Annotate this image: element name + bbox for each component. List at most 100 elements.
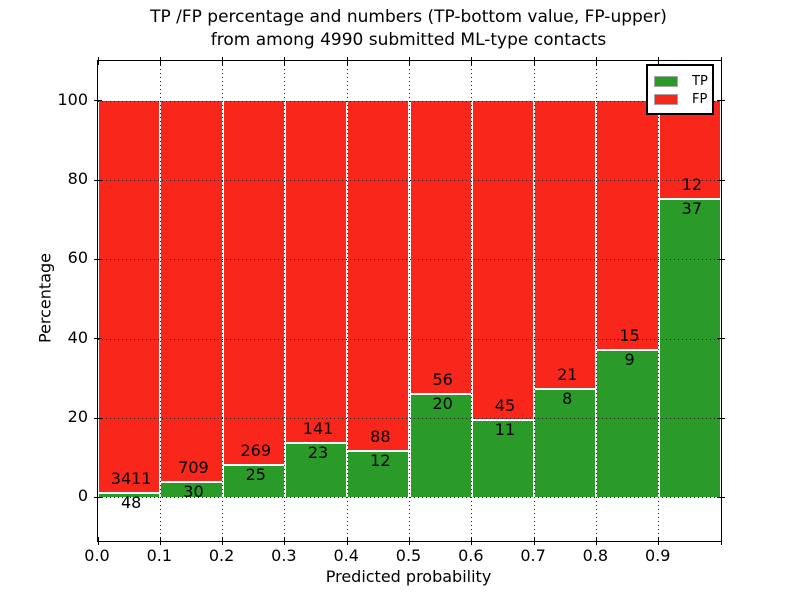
tick-mark (717, 417, 725, 419)
tick-mark (409, 537, 410, 545)
bar-tp-segment (658, 197, 721, 498)
x-tick-label: 0.6 (458, 546, 484, 565)
fp-count-label: 709 (178, 458, 209, 478)
y-tick-label: 40 (67, 327, 88, 347)
x-tick-label: 0.3 (271, 546, 297, 565)
bar-fp-segment (534, 100, 597, 388)
tick-mark (409, 57, 410, 65)
gridline-vertical (471, 61, 473, 541)
tick-mark (97, 537, 99, 545)
y-tick-label: 20 (67, 407, 88, 427)
tick-mark (159, 57, 161, 65)
x-tick-label: 0.4 (333, 546, 359, 565)
tick-mark (346, 57, 348, 65)
x-tick-label: 0.1 (146, 546, 173, 565)
bar-tp-segment (471, 419, 535, 498)
legend-label-tp: TP (692, 73, 708, 89)
y-tick-labels: 0 20 40 60 80 100 (0, 60, 88, 540)
tp-count-label: 12 (370, 450, 391, 470)
bar-fp-segment (98, 100, 161, 492)
bar-tp-segment (347, 449, 410, 498)
tick-mark (94, 338, 102, 340)
x-axis-label: Predicted probability (325, 567, 492, 586)
tick-mark (720, 57, 722, 65)
tp-count-label: 30 (183, 482, 204, 502)
tick-mark (222, 537, 224, 545)
bar-fp-segment (284, 100, 348, 442)
fp-count-label: 3411 (110, 468, 152, 488)
gridline-vertical (533, 61, 535, 541)
tick-mark (94, 417, 102, 419)
fp-count-label: 21 (557, 364, 578, 384)
chart-title-line2: from among 4990 submitted ML-type contac… (210, 30, 607, 50)
tick-mark (717, 100, 725, 102)
y-tick-label: 0 (77, 486, 88, 506)
bar-tp-segment (284, 441, 348, 498)
tp-count-label: 37 (681, 198, 703, 218)
tick-mark (346, 537, 348, 545)
gridline-vertical (159, 61, 161, 541)
tick-mark (720, 537, 722, 545)
gridline-vertical (409, 61, 410, 541)
x-tick-label: 0.0 (84, 546, 110, 565)
bar-tp-segment (98, 491, 161, 498)
gridline-vertical (222, 61, 224, 541)
legend-label-fp: FP (692, 91, 708, 107)
bar-fp-segment (409, 100, 472, 393)
tp-color-swatch (654, 75, 678, 87)
tick-mark (717, 179, 725, 181)
tick-mark (94, 100, 102, 102)
tp-count-label: 9 (624, 349, 635, 369)
bar-fp-segment (596, 100, 659, 349)
tick-mark (717, 338, 725, 340)
tick-mark (717, 496, 725, 498)
bar-tp-segment (534, 387, 597, 498)
tick-mark (94, 496, 102, 498)
tick-mark (533, 537, 535, 545)
tp-count-label: 48 (120, 492, 142, 512)
fp-count-label: 141 (302, 418, 334, 438)
fp-count-label: 88 (370, 426, 391, 446)
bar-tp-segment (409, 392, 472, 498)
tick-mark (159, 537, 161, 545)
tp-count-label: 25 (245, 464, 266, 484)
gridline-vertical (346, 61, 348, 541)
x-tick-labels: 0.0 0.1 0.2 0.3 0.4 0.5 0.6 0.7 0.8 0.9 (84, 546, 720, 566)
fp-count-label: 12 (681, 174, 703, 194)
tp-count-label: 8 (562, 388, 573, 408)
legend-item-fp: FP (654, 90, 712, 108)
tick-mark (94, 179, 102, 181)
bar-fp-segment (160, 100, 223, 482)
gridline-vertical (595, 61, 597, 541)
fp-count-label: 15 (619, 325, 640, 345)
tp-count-label: 11 (494, 420, 516, 440)
tick-mark (94, 258, 102, 260)
fp-count-label: 269 (240, 440, 272, 460)
tick-mark (284, 57, 286, 65)
bar-tp-segment (596, 348, 659, 498)
tick-mark (717, 258, 725, 260)
fp-color-swatch (654, 93, 678, 105)
x-tick-label: 0.2 (208, 546, 235, 565)
tick-mark (471, 57, 473, 65)
tick-mark (658, 537, 660, 545)
legend: TP FP (646, 64, 714, 115)
gridline-vertical (658, 61, 660, 541)
x-tick-label: 0.8 (582, 546, 609, 565)
bar-fp-segment (347, 100, 410, 450)
tick-mark (595, 537, 597, 545)
bar-tp-segment (160, 481, 223, 498)
tp-count-label: 23 (307, 442, 329, 462)
tick-mark (595, 57, 597, 65)
chart-title-line1: TP /FP percentage and numbers (TP-bottom… (150, 7, 667, 27)
bar-tp-segment (222, 463, 285, 498)
tick-mark (658, 57, 660, 65)
tp-count-label: 20 (432, 393, 453, 413)
x-tick-label: 0.9 (644, 546, 671, 565)
x-tick-label: 0.5 (395, 546, 422, 565)
tick-mark (222, 57, 224, 65)
plot-area: 3411 48 709 30 269 25 141 23 88 12 56 20 45 11 21 8 15 9 1… (94, 57, 725, 545)
gridline-vertical (284, 61, 286, 541)
tick-mark (284, 537, 286, 545)
